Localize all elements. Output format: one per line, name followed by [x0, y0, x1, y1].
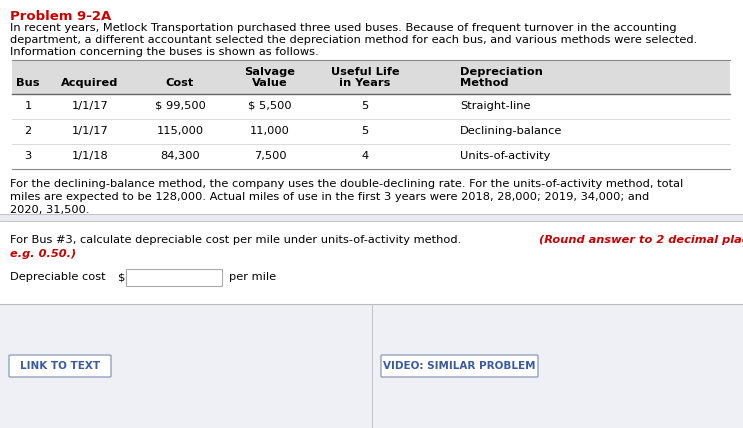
FancyBboxPatch shape: [9, 355, 111, 377]
Text: 2020, 31,500.: 2020, 31,500.: [10, 205, 89, 215]
Text: 1/1/17: 1/1/17: [71, 101, 108, 110]
FancyBboxPatch shape: [381, 355, 538, 377]
Text: Units-of-activity: Units-of-activity: [460, 151, 551, 160]
Text: In recent years, Metlock Transportation purchased three used buses. Because of f: In recent years, Metlock Transportation …: [10, 23, 677, 33]
Text: 7,500: 7,500: [253, 151, 286, 160]
Text: Useful Life: Useful Life: [331, 67, 399, 77]
Bar: [0, 214, 743, 221]
Text: Bus: Bus: [16, 78, 39, 88]
Text: Depreciable cost: Depreciable cost: [10, 272, 106, 282]
Bar: [0, 304, 743, 428]
Text: 11,000: 11,000: [250, 125, 290, 136]
Text: VIDEO: SIMILAR PROBLEM: VIDEO: SIMILAR PROBLEM: [383, 361, 536, 371]
Text: 3: 3: [25, 151, 32, 160]
Text: $: $: [118, 272, 126, 282]
Text: miles are expected to be 128,000. Actual miles of use in the first 3 years were : miles are expected to be 128,000. Actual…: [10, 192, 649, 202]
Text: e.g. 0.50.): e.g. 0.50.): [10, 249, 77, 259]
Text: Cost: Cost: [166, 78, 194, 88]
Bar: [126, 268, 222, 285]
Text: Declining-balance: Declining-balance: [460, 125, 562, 136]
Text: Problem 9-2A: Problem 9-2A: [10, 10, 111, 23]
Text: department, a different accountant selected the depreciation method for each bus: department, a different accountant selec…: [10, 35, 697, 45]
Text: 115,000: 115,000: [157, 125, 204, 136]
Text: For Bus #3, calculate depreciable cost per mile under units-of-activity method.: For Bus #3, calculate depreciable cost p…: [10, 235, 461, 245]
Text: 1/1/17: 1/1/17: [71, 125, 108, 136]
Text: Straight-line: Straight-line: [460, 101, 531, 110]
Text: 2: 2: [25, 125, 31, 136]
Text: $ 99,500: $ 99,500: [155, 101, 205, 110]
Text: in Years: in Years: [340, 78, 391, 88]
Text: Method: Method: [460, 78, 508, 88]
Text: Value: Value: [252, 78, 288, 88]
Text: 4: 4: [361, 151, 369, 160]
Bar: [12, 60, 730, 94]
Text: $ 5,500: $ 5,500: [248, 101, 292, 110]
Text: 5: 5: [361, 125, 369, 136]
Text: (Round answer to 2 decimal places,: (Round answer to 2 decimal places,: [535, 235, 743, 245]
Text: Salvage: Salvage: [244, 67, 296, 77]
Text: 84,300: 84,300: [160, 151, 200, 160]
Text: Information concerning the buses is shown as follows.: Information concerning the buses is show…: [10, 47, 319, 57]
Text: 1/1/18: 1/1/18: [71, 151, 108, 160]
Text: For the declining-balance method, the company uses the double-declining rate. Fo: For the declining-balance method, the co…: [10, 179, 684, 189]
Text: per mile: per mile: [229, 272, 276, 282]
Text: 5: 5: [361, 101, 369, 110]
Text: Depreciation: Depreciation: [460, 67, 543, 77]
Text: Acquired: Acquired: [62, 78, 119, 88]
Text: 1: 1: [25, 101, 32, 110]
Text: LINK TO TEXT: LINK TO TEXT: [20, 361, 100, 371]
